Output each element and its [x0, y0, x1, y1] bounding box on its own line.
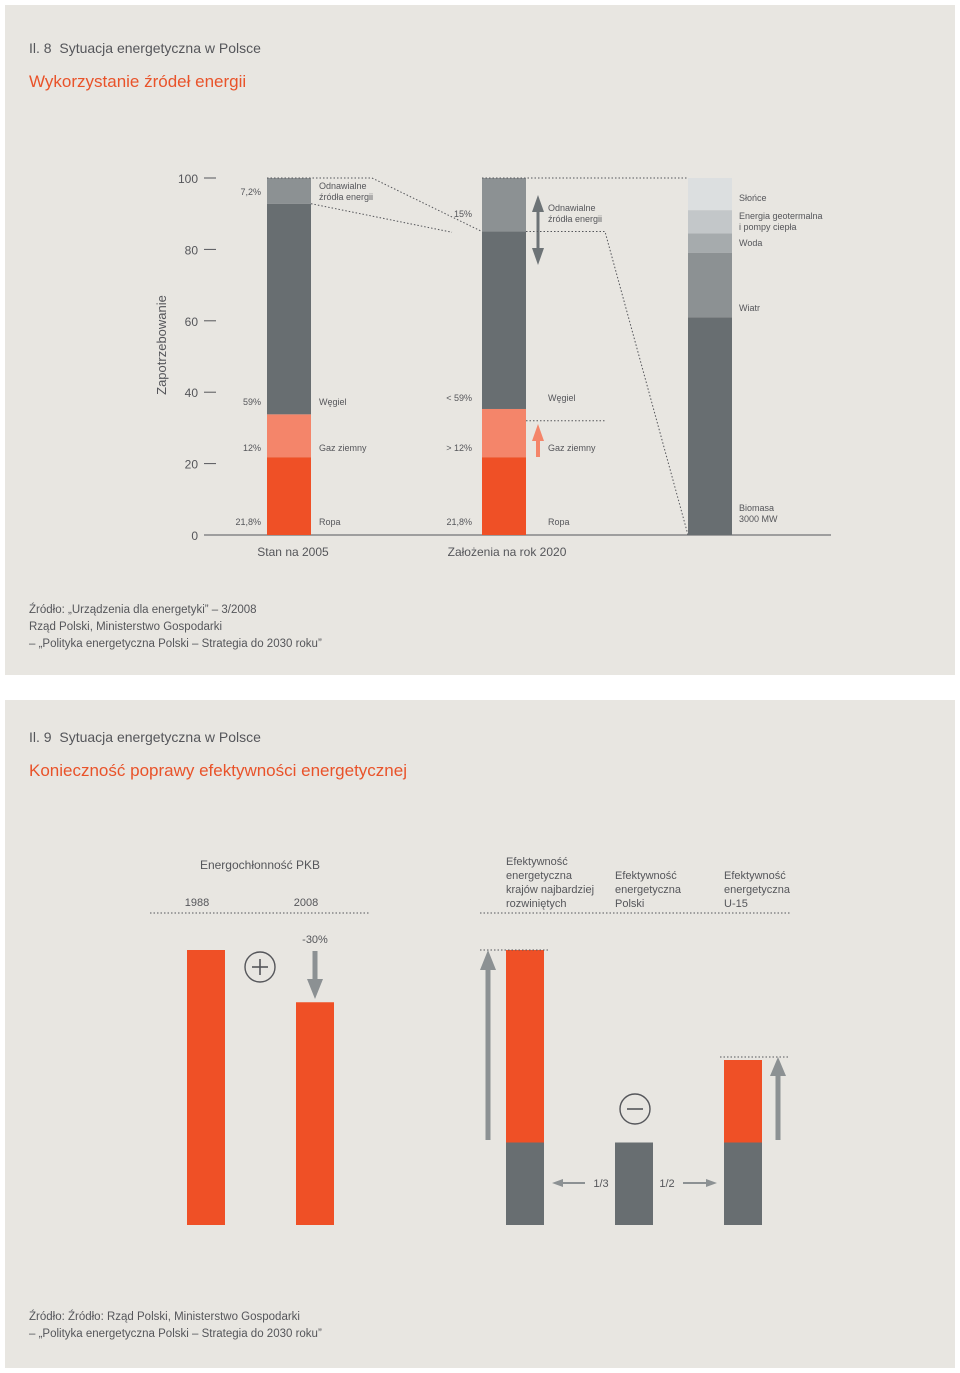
series-label: Ropa — [548, 517, 570, 527]
series-label: źródła energii — [319, 192, 373, 202]
category-label: Stan na 2005 — [257, 545, 329, 559]
efficiency-header: energetyczna — [506, 870, 573, 882]
efficiency-header: Efektywność — [615, 870, 677, 882]
share-label: < 59% — [446, 393, 472, 403]
energy-sources-chart: 0 20 40 60 80 100 Zapotrzebowanie 21,8% Ropa 12% G… — [154, 172, 831, 559]
series-label: Odnawialne — [548, 203, 596, 213]
renewables-connector-2005 — [267, 177, 483, 232]
y-axis-tick-label: 20 — [185, 458, 199, 472]
series-label: źródła energii — [548, 214, 602, 224]
y-axis-tick-label: 60 — [185, 315, 199, 329]
share-label: 7,2% — [240, 187, 261, 197]
renewables-connector-2020 — [526, 231, 689, 536]
share-label: > 12% — [446, 443, 472, 453]
breakdown-segment-geo — [688, 210, 732, 234]
bar-segment-wegiel — [482, 231, 526, 409]
category-label: Założenia na rok 2020 — [448, 545, 567, 559]
gas-increase-arrow-head — [532, 424, 544, 441]
series-label: Ropa — [319, 517, 341, 527]
increase-arrow-head — [770, 1057, 786, 1076]
bar-extra — [724, 1060, 762, 1143]
ratio-label: 1/3 — [593, 1178, 608, 1190]
breakdown-label: Woda — [739, 238, 762, 248]
increase-arrow-head — [480, 950, 496, 970]
figure-8-subtitle: Wykorzystanie źródeł energii — [29, 72, 247, 91]
source-line: Źródło: „Urządzenia dla energetyki” – 3/… — [29, 604, 257, 616]
series-label: Gaz ziemny — [319, 443, 367, 453]
efficiency-header: energetyczna — [724, 884, 791, 896]
breakdown-segment-wiatr — [688, 252, 732, 318]
breakdown-segment-slonce — [688, 178, 732, 211]
breakdown-label: Biomasa — [739, 503, 774, 513]
breakdown-segment-woda — [688, 233, 732, 253]
breakdown-segment-biomasa — [688, 317, 732, 535]
change-label: -30% — [302, 934, 328, 946]
ratio-arrow-right-head — [706, 1179, 717, 1187]
bar-1988 — [187, 950, 225, 1225]
y-axis-tick-label: 100 — [178, 172, 198, 186]
series-label: Gaz ziemny — [548, 443, 596, 453]
renewables-arrow-head-up — [532, 195, 544, 212]
bar-segment-oze — [482, 178, 526, 232]
y-axis-label: Zapotrzebowanie — [154, 295, 169, 395]
efficiency-header: Polski — [615, 898, 644, 910]
share-label: 15% — [454, 209, 472, 219]
efficiency-header: energetyczna — [615, 884, 682, 896]
y-axis-tick-label: 40 — [185, 386, 199, 400]
bar-base — [506, 1142, 544, 1225]
category-label: 1988 — [185, 897, 209, 909]
efficiency-header: U-15 — [724, 898, 748, 910]
ratio-arrow-left-head — [552, 1179, 563, 1187]
ratio-label: 1/2 — [659, 1178, 674, 1190]
efficiency-header: Efektywność — [724, 870, 786, 882]
efficiency-header: rozwiniętych — [506, 898, 567, 910]
breakdown-label: Wiatr — [739, 303, 760, 313]
figure-9-subtitle: Konieczność poprawy efektywności energet… — [29, 761, 407, 780]
efficiency-header: Efektywność — [506, 856, 568, 868]
breakdown-label: Energia geotermalna — [739, 211, 823, 221]
breakdown-label: i pompy ciepła — [739, 222, 797, 232]
source-line: – „Polityka energetyczna Polski – Strate… — [29, 638, 322, 650]
series-label: Węgiel — [319, 397, 347, 407]
series-label: Odnawialne — [319, 181, 367, 191]
figure-9-title: Il. 9 Sytuacja energetyczna w Polsce — [29, 729, 261, 745]
bar-segment-ropa — [267, 457, 311, 535]
renewables-arrow-head-down — [532, 248, 544, 265]
bar-segment-ropa — [482, 457, 526, 535]
share-label: 59% — [243, 397, 261, 407]
bar-segment-wegiel — [267, 203, 311, 415]
left-group-header: Energochłonność PKB — [200, 858, 320, 872]
figure-8-source: Źródło: „Urządzenia dla energetyki” – 3/… — [29, 602, 322, 653]
bar-2008 — [296, 1002, 334, 1225]
series-label: Węgiel — [548, 393, 576, 403]
source-line: Rząd Polski, Ministerstwo Gospodarki — [29, 621, 223, 633]
bar-extra — [506, 950, 544, 1143]
renewables-connector-2005-low — [310, 203, 453, 233]
efficiency-header: krajów najbardziej — [506, 884, 594, 896]
share-label: 21,8% — [446, 517, 472, 527]
share-label: 12% — [243, 443, 261, 453]
bar-segment-oze — [267, 178, 311, 204]
y-axis-tick-label: 80 — [185, 243, 199, 257]
bar-segment-gaz — [267, 414, 311, 458]
source-line: Źródło: Źródło: Rząd Polski, Ministerstw… — [29, 1311, 300, 1323]
bar-base — [724, 1142, 762, 1225]
plus-icon — [244, 951, 276, 983]
figure-9-panel: Il. 9 Sytuacja energetyczna w Polsce Kon… — [5, 700, 955, 1368]
figure-8-title: Il. 8 Sytuacja energetyczna w Polsce — [29, 40, 261, 56]
source-line: – „Polityka energetyczna Polski – Strate… — [29, 1328, 322, 1340]
breakdown-label: Słońce — [739, 193, 767, 203]
figure-9-source: Źródło: Źródło: Rząd Polski, Ministerstw… — [29, 1309, 322, 1343]
bar-segment-gaz — [482, 408, 526, 458]
minus-icon — [619, 1093, 651, 1125]
decrease-arrow-head — [307, 979, 323, 999]
bar-base — [615, 1142, 653, 1225]
category-label: 2008 — [294, 897, 318, 909]
y-axis-tick-label: 0 — [191, 529, 198, 543]
efficiency-chart: Energochłonność PKB 1988 2008 -30% Efektywno… — [150, 856, 791, 1225]
share-label: 21,8% — [235, 517, 261, 527]
figure-8-panel: Il. 8 Sytuacja energetyczna w Polsce Wyk… — [5, 5, 955, 675]
breakdown-label: 3000 MW — [739, 514, 778, 524]
